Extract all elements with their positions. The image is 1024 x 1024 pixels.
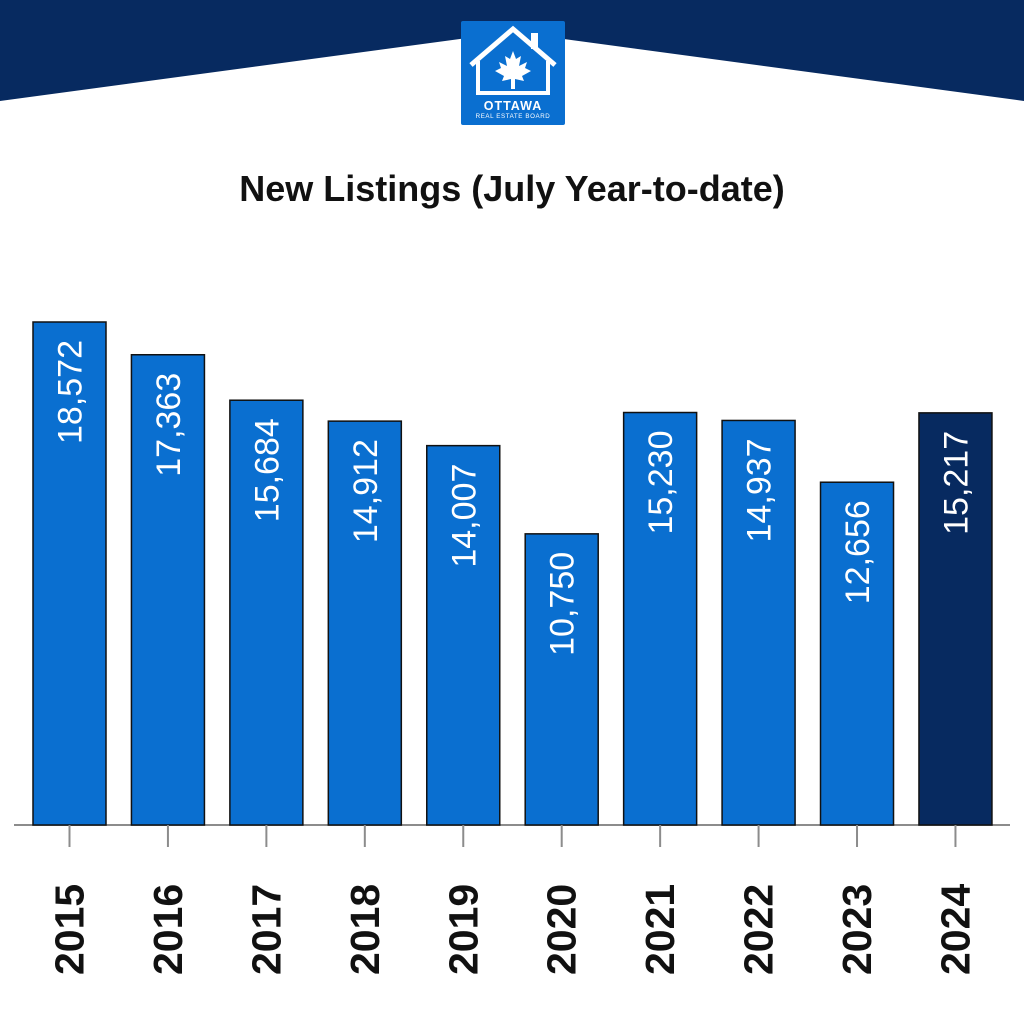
bar-2017 — [229, 399, 304, 826]
bar-2020 — [524, 533, 599, 826]
banner-shape — [0, 0, 1024, 101]
x-tick-label-2019: 2019 — [440, 884, 486, 975]
chart-title: New Listings (July Year-to-date) — [239, 168, 785, 209]
value-label-2020: 10,750 — [544, 552, 582, 656]
x-tick-label-2015: 2015 — [47, 884, 93, 975]
bar-2022 — [721, 419, 796, 826]
bar-2016 — [130, 353, 206, 826]
value-label-2017: 15,684 — [248, 418, 286, 522]
bar-2023 — [819, 481, 895, 826]
bar-2015 — [32, 321, 107, 826]
x-tick-label-2021: 2021 — [637, 884, 683, 975]
x-tick-label-2023: 2023 — [834, 884, 880, 975]
value-label-2024: 15,217 — [937, 431, 975, 535]
house-maple-leaf-icon — [469, 25, 557, 95]
bar-2019 — [426, 444, 501, 826]
ottawa-real-estate-board-logo: OTTAWA REAL ESTATE BOARD — [461, 21, 565, 125]
value-label-2016: 17,363 — [150, 373, 188, 477]
x-tick-label-2018: 2018 — [342, 884, 388, 975]
value-label-2015: 18,572 — [52, 340, 90, 444]
logo-subtitle: REAL ESTATE BOARD — [475, 113, 551, 120]
logo-wordmark: OTTAWA — [483, 99, 543, 113]
x-tick-label-2016: 2016 — [145, 884, 191, 975]
bar-2018 — [327, 420, 403, 826]
x-tick-label-2020: 2020 — [539, 884, 585, 975]
value-label-2021: 15,230 — [642, 431, 680, 535]
bar-2021 — [622, 411, 698, 826]
value-label-2019: 14,007 — [445, 464, 483, 568]
x-tick-label-2022: 2022 — [736, 884, 782, 975]
x-tick-label-2024: 2024 — [932, 884, 978, 975]
x-tick-label-2017: 2017 — [243, 884, 289, 975]
bar-2024 — [918, 412, 993, 826]
value-label-2023: 12,656 — [839, 500, 877, 604]
header-banner — [0, 0, 1024, 101]
value-label-2022: 14,937 — [741, 438, 779, 542]
value-label-2018: 14,912 — [347, 439, 385, 543]
